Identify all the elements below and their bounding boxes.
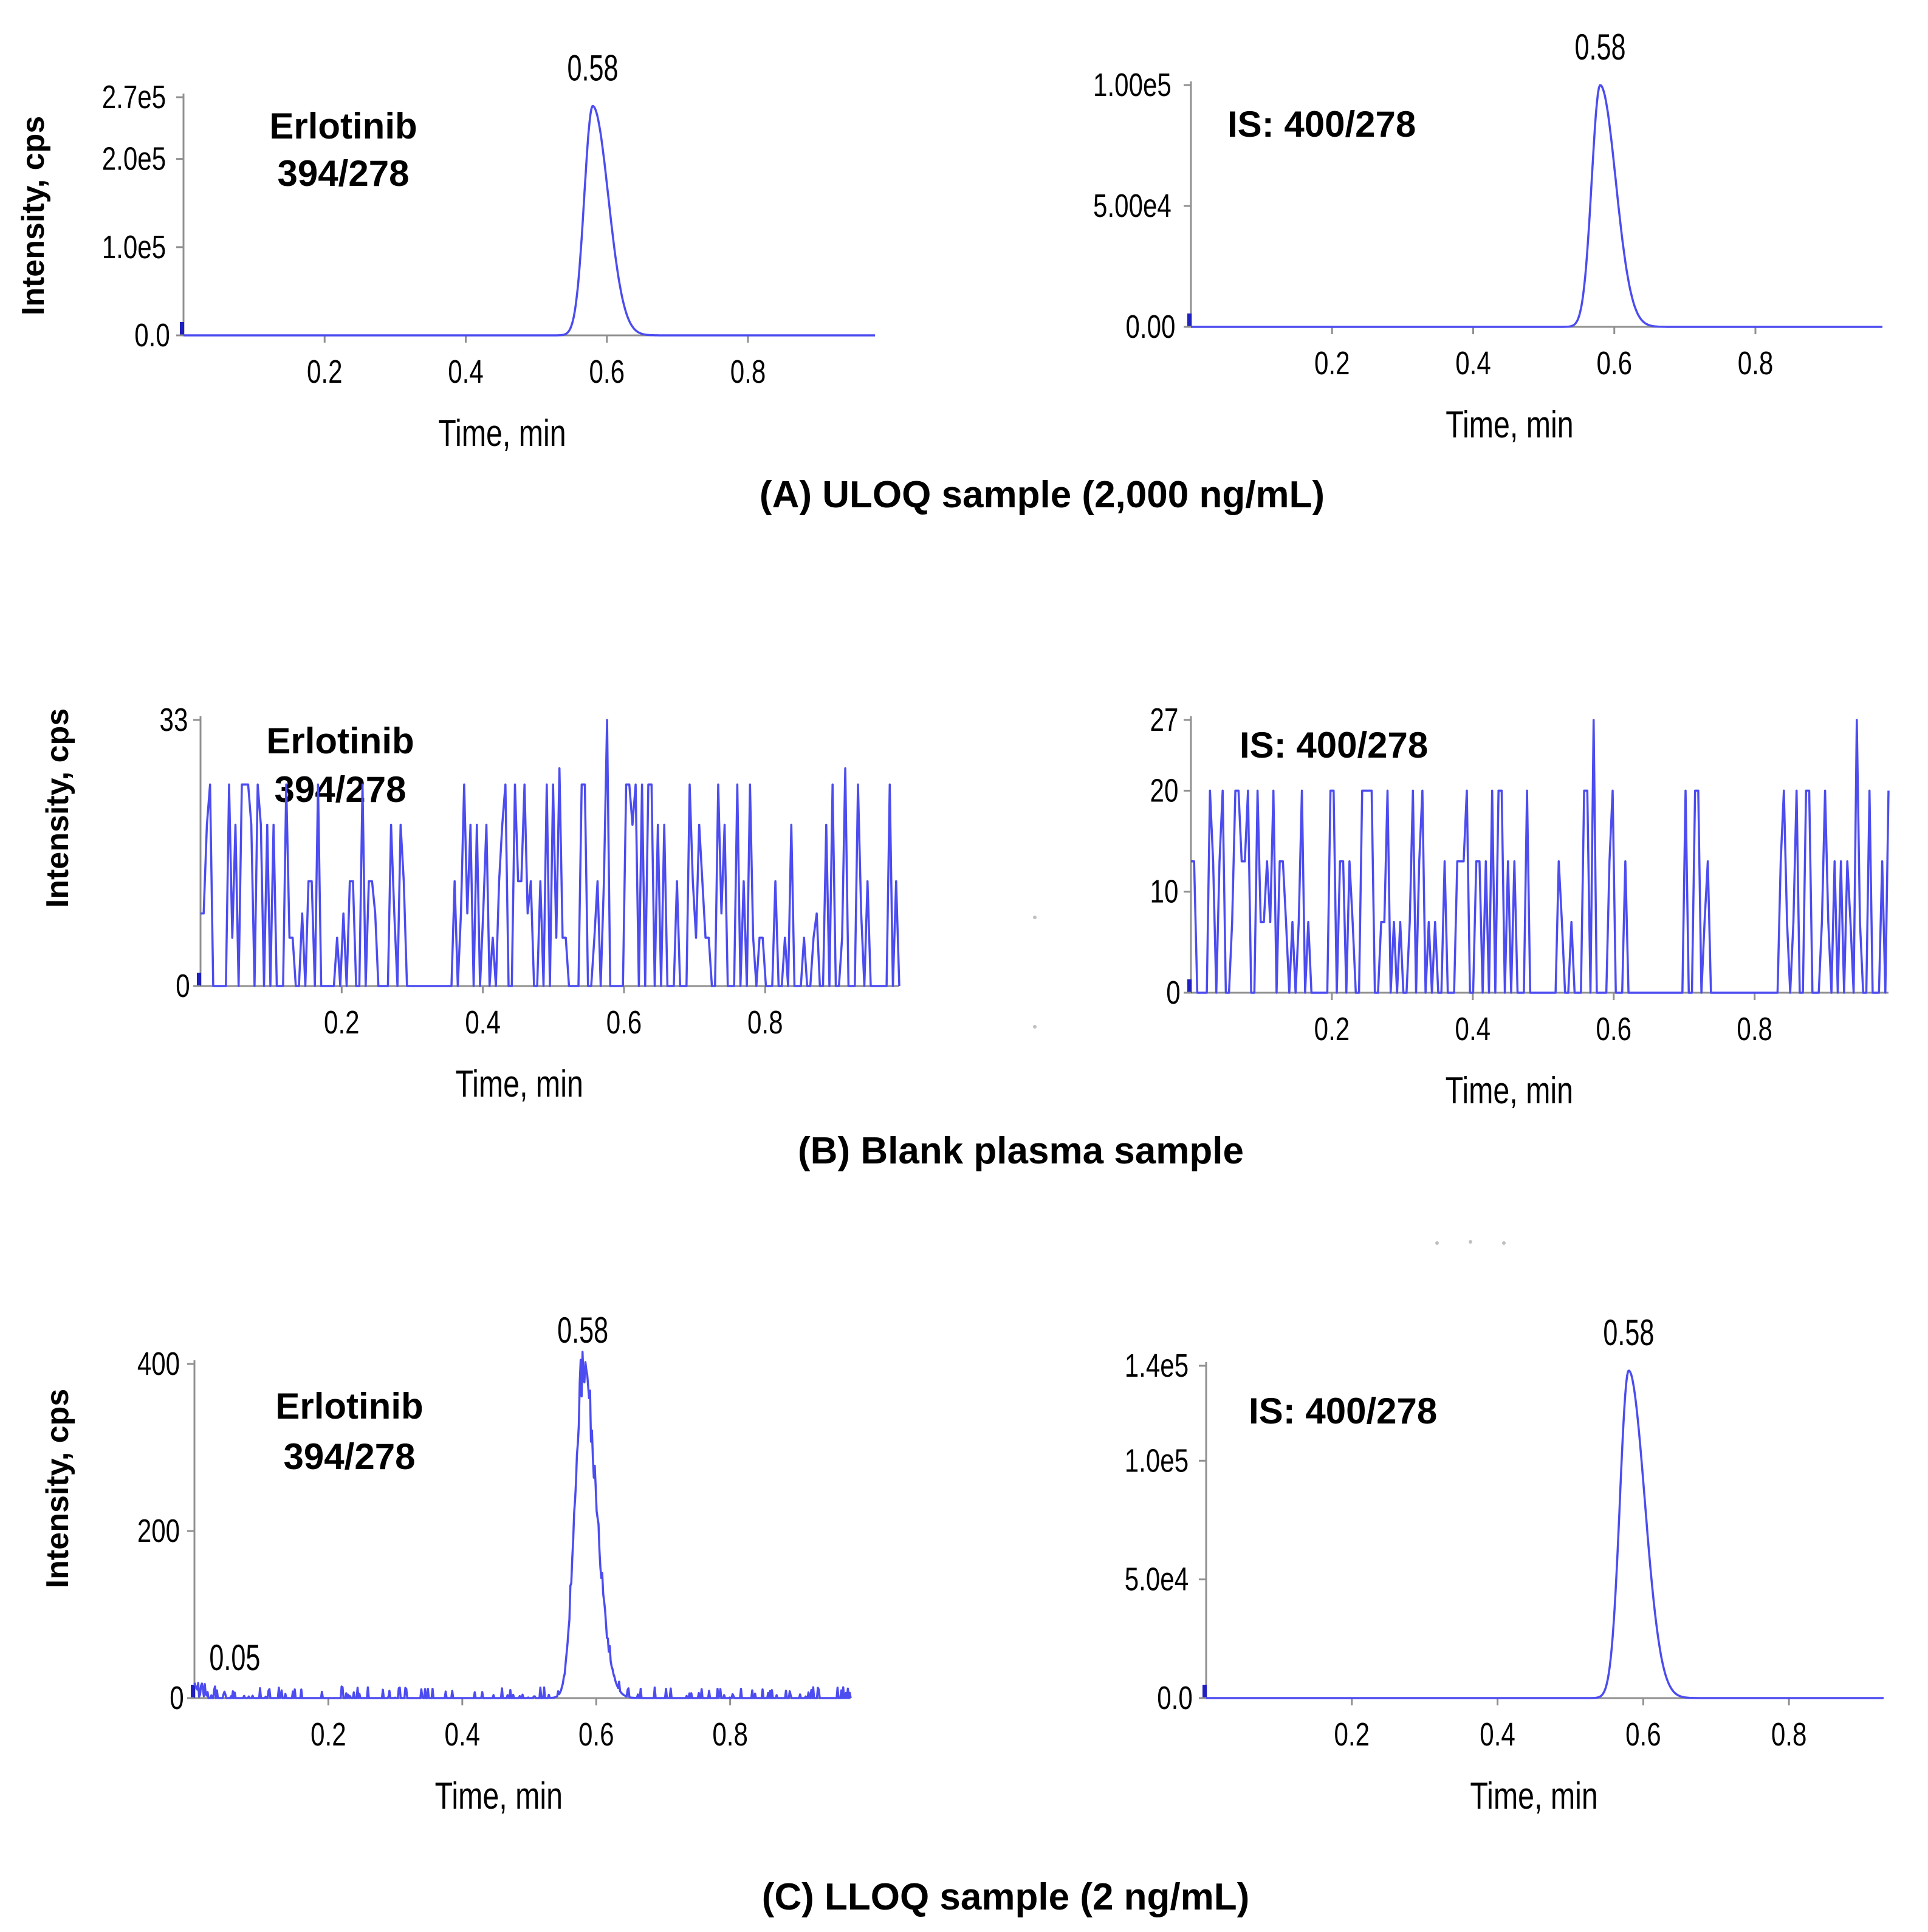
peak-label: 0.58: [1574, 27, 1625, 68]
x-tick-label: 0.2: [307, 354, 343, 390]
y-tick-label: 400: [137, 1346, 180, 1382]
chart-A-is: 0.2 0.4 0.6 0.8 Time, min 0.00 5.00e4 1.00e5 IS:…: [1093, 27, 1883, 445]
origin-marker: [191, 1685, 195, 1698]
x-tick-label: 0.6: [1596, 345, 1632, 382]
chromatogram-trace: [183, 104, 876, 337]
chart-B-erlotinib: 0.2 0.4 0.6 0.8 Time, min 0 33 Erlotinib 394/278: [160, 702, 901, 1105]
y-tick-label: 0: [170, 1680, 184, 1716]
x-axis-title: Time, min: [1446, 1069, 1573, 1111]
x-tick-label: 0.2: [310, 1716, 346, 1753]
trace-annotation: Erlotinib: [275, 1386, 423, 1427]
trace-annotation: Erlotinib: [266, 721, 414, 761]
stray-dots: [1033, 916, 1506, 1245]
x-tick-label: 0.6: [578, 1716, 614, 1753]
chart-B-is: 0.2 0.4 0.6 0.8 Time, min 0 10 20 27 IS: 400/278: [1150, 702, 1890, 1111]
y-tick-label: 1.0e5: [1125, 1442, 1189, 1479]
y-tick-label: 33: [160, 702, 188, 738]
chromatogram-trace: [1206, 1369, 1884, 1699]
x-axis-title: Time, min: [1470, 1775, 1597, 1817]
y-tick-label: 200: [137, 1513, 180, 1549]
peak-label-small: 0.05: [209, 1638, 260, 1679]
x-tick-label: 0.8: [1771, 1716, 1807, 1753]
y-tick-label: 5.0e4: [1125, 1561, 1189, 1598]
x-tick-label: 0.4: [1480, 1716, 1515, 1753]
x-axis-title: Time, min: [1446, 403, 1573, 445]
trace-annotation: IS: 400/278: [1227, 104, 1416, 145]
x-tick-label: 0.6: [589, 354, 625, 390]
caption-a: (A) ULOQ sample (2,000 ng/mL): [760, 474, 1325, 516]
x-axis-title: Time, min: [438, 412, 566, 454]
y-tick-label: 5.00e4: [1093, 188, 1172, 224]
x-tick-label: 0.2: [1314, 1011, 1350, 1047]
x-tick-label: 0.8: [730, 354, 766, 390]
origin-marker: [180, 322, 184, 335]
origin-marker: [197, 973, 201, 986]
x-tick-label: 0.6: [1596, 1011, 1631, 1047]
y-tick-label: 1.4e5: [1125, 1348, 1189, 1384]
y-axis-title-row-c: Intensity, cps: [40, 1389, 75, 1588]
caption-b: (B) Blank plasma sample: [798, 1130, 1244, 1172]
y-tick-label: 27: [1150, 702, 1179, 738]
x-axis-title: Time, min: [455, 1063, 583, 1105]
x-tick-label: 0.6: [606, 1004, 642, 1041]
chromatogram-trace: [1191, 719, 1890, 994]
x-tick-label: 0.2: [1314, 345, 1350, 382]
y-tick-label: 2.0e5: [102, 141, 166, 177]
x-tick-label: 0.6: [1625, 1716, 1661, 1753]
trace-annotation: Erlotinib: [269, 106, 417, 146]
x-tick-label: 0.4: [445, 1716, 481, 1753]
x-tick-label: 0.4: [1455, 1011, 1491, 1047]
trace-annotation: 394/278: [284, 1436, 416, 1477]
y-tick-label: 1.00e5: [1093, 67, 1172, 103]
trace-annotation: IS: 400/278: [1240, 725, 1428, 766]
origin-marker: [1202, 1685, 1207, 1698]
charts-layer: 0.2 0.4 0.6 0.8 Time, min 0.0 1.0e5 2.0e5 2.7e5 E…: [102, 27, 1890, 1817]
trace-annotation: 394/278: [278, 153, 410, 194]
peak-label: 0.58: [557, 1310, 608, 1351]
x-axis-title: Time, min: [435, 1775, 563, 1817]
x-tick-label: 0.8: [747, 1004, 783, 1041]
y-axis-title-row-a: Intensity, cps: [16, 116, 51, 315]
y-tick-label: 20: [1150, 772, 1179, 809]
y-tick-label: 10: [1150, 874, 1179, 910]
y-tick-label: 0.0: [1157, 1680, 1193, 1716]
y-axis-title-row-b: Intensity, cps: [40, 708, 75, 908]
x-tick-label: 0.8: [712, 1716, 748, 1753]
y-tick-label: 2.7e5: [102, 79, 166, 115]
y-tick-label: 0.0: [134, 317, 170, 354]
chromatogram-trace: [201, 719, 901, 987]
x-tick-label: 0.2: [1334, 1716, 1370, 1753]
y-tick-label: 0.00: [1125, 309, 1175, 345]
origin-marker: [1187, 313, 1192, 327]
peak-label: 0.58: [1603, 1313, 1654, 1354]
x-tick-label: 0.4: [448, 354, 484, 390]
y-tick-label: 0: [1166, 975, 1180, 1011]
origin-marker: [1187, 979, 1192, 993]
x-tick-label: 0.4: [465, 1004, 501, 1041]
y-tick-label: 0: [176, 968, 190, 1004]
y-tick-label: 1.0e5: [102, 229, 166, 265]
chart-C-is: 0.2 0.4 0.6 0.8 Time, min 0.0 5.0e4 1.0e5 1.4e5 I…: [1125, 1313, 1884, 1817]
x-tick-label: 0.8: [1737, 1011, 1772, 1047]
chromatogram-trace: [193, 1351, 852, 1699]
x-tick-label: 0.2: [324, 1004, 360, 1041]
x-tick-label: 0.4: [1455, 345, 1491, 382]
chart-C-erlotinib: 0.2 0.4 0.6 0.8 Time, min 0 200 400 Erlotinib 394…: [137, 1310, 852, 1817]
trace-annotation: 394/278: [275, 769, 407, 810]
chart-A-erlotinib: 0.2 0.4 0.6 0.8 Time, min 0.0 1.0e5 2.0e5 2.7e5 E…: [102, 49, 876, 454]
x-tick-label: 0.8: [1738, 345, 1774, 382]
trace-annotation: IS: 400/278: [1249, 1391, 1437, 1431]
peak-label: 0.58: [567, 49, 618, 89]
chromatogram-trace: [1190, 84, 1883, 328]
caption-c: (C) LLOQ sample (2 ng/mL): [762, 1876, 1250, 1918]
